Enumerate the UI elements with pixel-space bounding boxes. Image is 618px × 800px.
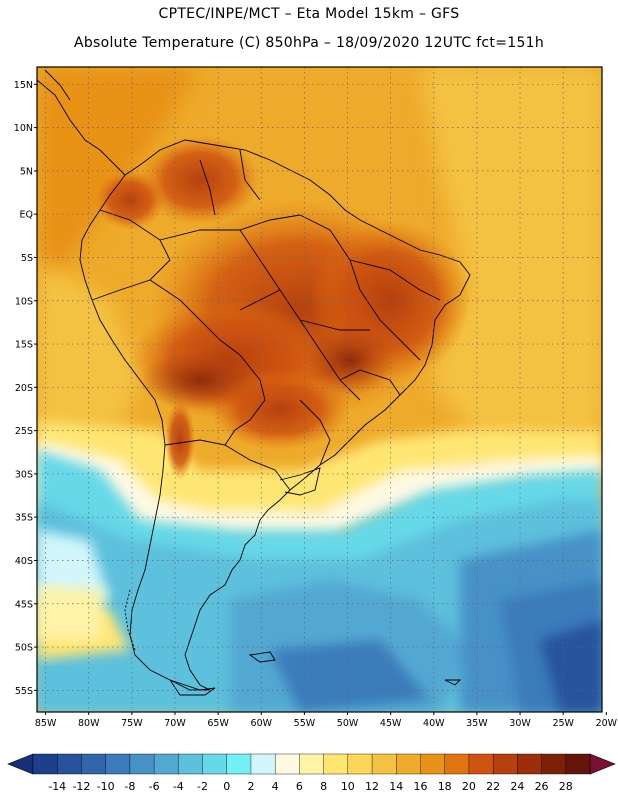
lat-label: 15S <box>15 340 33 351</box>
colorbar-swatch <box>105 753 131 775</box>
colorbar-swatch <box>274 753 300 775</box>
colorbar-swatch <box>32 753 58 775</box>
colorbar-swatch <box>323 753 349 775</box>
lon-label: 85W <box>35 718 57 729</box>
lat-label: 45S <box>15 599 33 610</box>
lon-label: 80W <box>78 718 100 729</box>
colorbar-label: -12 <box>72 780 90 793</box>
colorbar-swatch <box>57 753 82 775</box>
colorbar-label: 14 <box>389 780 403 793</box>
colorbar-swatch <box>81 753 107 775</box>
lon-label: 65W <box>207 718 229 729</box>
lat-label: 30S <box>15 469 33 480</box>
latitude-labels: 15N 10N 5N EQ 5S 10S 15S 20S 25S 30S 35S 40S 45S 50S 5… <box>14 80 37 697</box>
colorbar-label: 2 <box>247 780 254 793</box>
chart-title-line1: CPTEC/INPE/MCT – Eta Model 15km – GFS <box>158 6 460 22</box>
lon-label: 25W <box>552 718 574 729</box>
colorbar-label: -14 <box>48 780 66 793</box>
lat-label: 20S <box>15 383 33 394</box>
colorbar-label: -10 <box>97 780 115 793</box>
colorbar-label: 0 <box>223 780 230 793</box>
colorbar-label: 16 <box>413 780 427 793</box>
colorbar-label: 4 <box>272 780 279 793</box>
lat-label: 5S <box>21 253 33 264</box>
colorbar-swatch <box>565 753 591 775</box>
colorbar-label: -4 <box>173 780 184 793</box>
colorbar-swatch <box>396 753 421 775</box>
lat-label: 55S <box>15 686 33 697</box>
lat-label: 50S <box>15 643 33 654</box>
colorbar-swatch <box>347 753 373 775</box>
colorbar-swatch <box>250 753 276 775</box>
colorbar-swatch <box>444 753 470 775</box>
colorbar-swatch <box>226 753 252 775</box>
colorbar-swatch <box>371 753 397 775</box>
colorbar-label: 6 <box>296 780 303 793</box>
colorbar-label: 26 <box>535 780 549 793</box>
lat-label: 15N <box>14 80 33 91</box>
lat-label: 25S <box>15 426 33 437</box>
lat-label: 40S <box>15 556 33 567</box>
temperature-field <box>37 67 602 712</box>
colorbar-label: 28 <box>559 780 573 793</box>
colorbar-label: 8 <box>320 780 327 793</box>
lat-label: 10N <box>14 123 33 134</box>
lat-label: EQ <box>20 210 33 221</box>
lon-label: 50W <box>337 718 359 729</box>
colorbar-swatch <box>492 753 518 775</box>
colorbar-label: -2 <box>197 780 208 793</box>
lat-label: 35S <box>15 513 33 524</box>
colorbar-label: -8 <box>124 780 135 793</box>
colorbar-swatch <box>517 753 543 775</box>
colorbar-label: 10 <box>341 780 355 793</box>
graticule <box>37 67 602 712</box>
lon-label: 75W <box>121 718 143 729</box>
colorbar-swatch <box>129 753 155 775</box>
colorbar-swatch <box>299 753 325 775</box>
colorbar-swatch <box>178 753 204 775</box>
lon-label: 40W <box>423 718 445 729</box>
lon-label: 70W <box>164 718 186 729</box>
colorbar-over-arrow <box>589 753 616 775</box>
lon-label: 60W <box>251 718 273 729</box>
colorbar-swatch <box>541 753 567 775</box>
chart-title-line2: Absolute Temperature (C) 850hPa – 18/09/… <box>73 35 545 51</box>
lat-label: 10S <box>15 296 33 307</box>
map-frame <box>36 66 603 713</box>
colorbar-label: 24 <box>510 780 524 793</box>
lat-label: 5N <box>20 166 33 177</box>
colorbar-swatch <box>420 753 446 775</box>
lon-label: 30W <box>509 718 531 729</box>
lon-label: 35W <box>466 718 488 729</box>
colorbar-labels: -14 -12 -10 -8 -6 -4 -2 0 2 4 6 8 10 12 14 16 18 20 22 24 26… <box>48 780 573 793</box>
colorbar-swatch <box>153 753 179 775</box>
colorbar-label: -6 <box>149 780 160 793</box>
colorbar <box>7 753 616 775</box>
colorbar-label: 18 <box>438 780 452 793</box>
colorbar-label: 20 <box>462 780 476 793</box>
coastlines <box>37 69 471 696</box>
colorbar-swatch <box>202 753 228 775</box>
colorbar-label: 22 <box>486 780 500 793</box>
lon-label: 55W <box>294 718 316 729</box>
lon-label: 20W <box>596 718 618 729</box>
colorbar-swatch <box>468 753 494 775</box>
lon-label: 45W <box>380 718 402 729</box>
colorbar-under-arrow <box>7 753 34 775</box>
colorbar-label: 12 <box>365 780 379 793</box>
longitude-labels: 85W 80W 75W 70W 65W 60W 55W 50W 45W 40W 35W 30W 25W 2… <box>35 712 618 729</box>
